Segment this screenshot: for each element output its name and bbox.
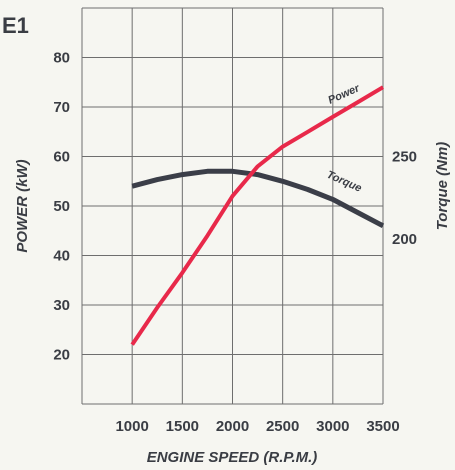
y-tick-label: 30 [53,297,70,314]
y-tick-label: 80 [53,50,70,67]
x-tick-label: 3500 [366,418,399,435]
y-tick-label: 20 [53,347,70,364]
x-axis-title: ENGINE SPEED (R.P.M.) [147,449,318,466]
grid [81,7,384,405]
y2-axis-title: Torque (Nm) [434,142,451,231]
torque-line [131,168,385,229]
x-tick-label: 2000 [216,418,249,435]
y2-tick-label: 250 [392,149,417,166]
y-tick-label: 70 [53,99,70,116]
y-tick-label: 60 [53,149,70,166]
torque-series-label: Torque [325,169,364,195]
y-axis-title: POWER (kW) [14,159,31,252]
x-tick-label: 1500 [166,418,199,435]
figure-label: E1 [2,13,29,38]
x-tick-label: 2500 [266,418,299,435]
y-tick-label: 50 [53,198,70,215]
tick-labels: 1000 1500 2000 2500 3000 3500 20 30 40 50 60 70 80 20… [53,50,417,436]
power-line [130,85,385,346]
y-tick-label: 40 [53,248,70,265]
y2-tick-label: 200 [392,231,417,248]
x-tick-label: 1000 [115,418,148,435]
x-tick-label: 3000 [316,418,349,435]
